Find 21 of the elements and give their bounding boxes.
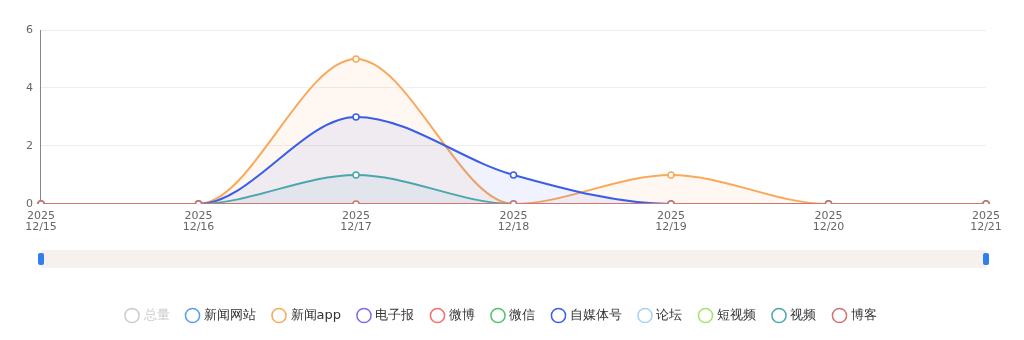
legend-label: 新闻app bbox=[290, 306, 341, 322]
x-tick-label: 2025 12/18 bbox=[497, 208, 530, 234]
legend-label: 论坛 bbox=[656, 306, 683, 322]
y-tick-label: 2 bbox=[26, 138, 33, 152]
legend-label: 微信 bbox=[509, 306, 536, 322]
x-tick-label: 2025 12/15 bbox=[25, 208, 57, 234]
legend-label: 博客 bbox=[850, 306, 877, 322]
legend-label: 视频 bbox=[790, 306, 817, 322]
legend-label: 电子报 bbox=[375, 306, 415, 322]
x-tick-label: 2025 12/16 bbox=[182, 208, 215, 234]
x-tick-label: 2025 12/21 bbox=[970, 208, 1002, 234]
x-tick-label: 2025 12/17 bbox=[340, 208, 372, 234]
legend-label: 短视频 bbox=[716, 306, 756, 322]
legend-label: 新闻网站 bbox=[204, 306, 257, 322]
x-tick-label: 2025 12/19 bbox=[655, 208, 687, 234]
x-tick-label: 2025 12/20 bbox=[812, 208, 845, 234]
y-tick-label: 0 bbox=[26, 196, 33, 210]
y-tick-label: 4 bbox=[26, 80, 33, 94]
legend-label: 自媒体号 bbox=[569, 306, 622, 322]
legend-label: 微博 bbox=[448, 306, 475, 322]
y-tick-label: 6 bbox=[26, 22, 33, 36]
